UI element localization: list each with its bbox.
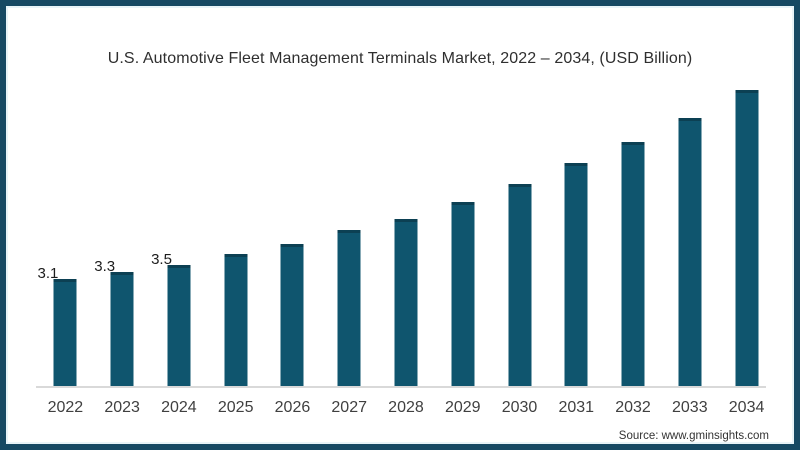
x-axis-tick-label-2030: 2030 bbox=[501, 399, 538, 416]
bar-column-2023: 3.3 2023 bbox=[94, 76, 151, 427]
x-axis-tick-label-2033: 2033 bbox=[672, 399, 708, 416]
bar-column-2028: 2028 bbox=[378, 76, 435, 427]
bar-2033 bbox=[678, 117, 702, 387]
bar-column-2025: 2025 bbox=[207, 76, 264, 427]
x-axis-tick-label-2025: 2025 bbox=[217, 399, 254, 416]
x-axis-tick-label-2031: 2031 bbox=[558, 399, 595, 416]
source-text: Source: www.gminsights.com bbox=[618, 430, 769, 442]
x-axis-tick-label-2027: 2027 bbox=[331, 399, 367, 416]
x-axis-tick-label-2034: 2034 bbox=[728, 399, 765, 416]
bar-column-2024: 3.5 2024 bbox=[151, 76, 208, 427]
bar-2024 bbox=[167, 264, 191, 387]
bar-2026 bbox=[280, 243, 304, 387]
x-axis-tick-label-2026: 2026 bbox=[274, 399, 311, 416]
bar-column-2029: 2029 bbox=[434, 76, 491, 427]
bar-2031 bbox=[564, 163, 588, 387]
x-axis-tick-label-2022: 2022 bbox=[47, 399, 84, 416]
x-axis-tick-label-2023: 2023 bbox=[104, 399, 140, 416]
plot-area: 3.1 2022 3.3 2023 3.5 2024 2025 2026 2027 2028 202… bbox=[37, 76, 775, 427]
bar-2032 bbox=[621, 142, 645, 387]
bar-2023 bbox=[110, 271, 134, 387]
x-axis-tick-label-2032: 2032 bbox=[615, 399, 651, 416]
bar-series: 3.1 2022 3.3 2023 3.5 2024 2025 2026 2027 2028 202… bbox=[37, 76, 775, 427]
x-axis-tick-label-2024: 2024 bbox=[161, 399, 197, 416]
bar-column-2031: 2031 bbox=[548, 76, 605, 427]
bar-2027 bbox=[337, 229, 361, 387]
bar-2034 bbox=[735, 89, 759, 387]
bar-value-label-2024: 3.5 bbox=[151, 250, 172, 268]
bar-column-2026: 2026 bbox=[264, 76, 321, 427]
bar-column-2027: 2027 bbox=[321, 76, 378, 427]
bar-2030 bbox=[508, 184, 531, 387]
bar-column-2033: 2033 bbox=[661, 76, 718, 427]
bar-column-2022: 3.1 2022 bbox=[37, 76, 94, 427]
bar-2022 bbox=[53, 278, 77, 387]
bar-column-2032: 2032 bbox=[605, 76, 662, 427]
bar-column-2034: 2034 bbox=[718, 76, 775, 427]
x-axis-tick-label-2028: 2028 bbox=[388, 399, 424, 416]
x-axis-line bbox=[36, 386, 766, 388]
chart-title: U.S. Automotive Fleet Management Termina… bbox=[107, 50, 693, 67]
bar-2028 bbox=[394, 219, 418, 387]
bar-2025 bbox=[224, 254, 248, 387]
bar-2029 bbox=[451, 201, 475, 387]
bar-value-label-2022: 3.1 bbox=[37, 264, 59, 282]
x-axis-tick-label-2029: 2029 bbox=[444, 399, 481, 416]
bar-column-2030: 2030 bbox=[491, 76, 548, 427]
bar-value-label-2023: 3.3 bbox=[94, 257, 116, 275]
